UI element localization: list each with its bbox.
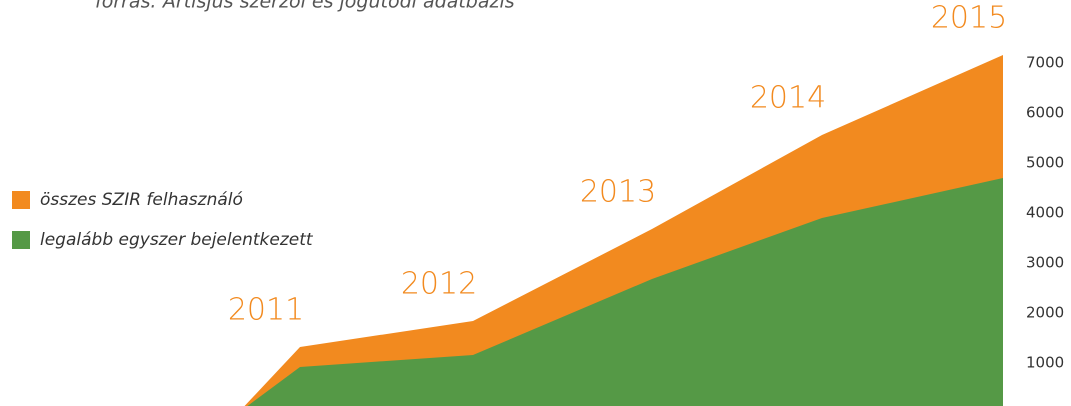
chart-subtitle: forrás: Artisjus szerzői és jogutódi ada… [95, 0, 515, 13]
year-label: 2013 [580, 175, 656, 210]
legend-label: legalább egyszer bejelentkezett [40, 230, 314, 250]
area [247, 178, 1003, 406]
y-tick-label: 2000 [1026, 304, 1064, 322]
y-tick-label: 4000 [1026, 204, 1064, 222]
y-tick-label: 1000 [1026, 354, 1064, 372]
y-tick-label: 3000 [1026, 254, 1064, 272]
legend-swatch [12, 191, 30, 209]
legend-swatch [12, 231, 30, 249]
y-tick-label: 6000 [1026, 104, 1064, 122]
y-tick-label: 7000 [1026, 54, 1064, 72]
year-label: 2014 [750, 81, 826, 116]
y-tick-label: 5000 [1026, 154, 1064, 172]
year-label: 2012 [401, 267, 477, 302]
legend-label: összes SZIR felhasználó [40, 190, 243, 210]
year-label: 2015 [931, 1, 1007, 36]
year-label: 2011 [228, 293, 304, 328]
